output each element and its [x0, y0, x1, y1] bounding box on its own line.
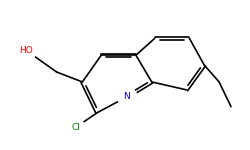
Text: HO: HO	[19, 46, 33, 55]
Text: Cl: Cl	[71, 123, 80, 132]
Text: N: N	[124, 92, 130, 101]
